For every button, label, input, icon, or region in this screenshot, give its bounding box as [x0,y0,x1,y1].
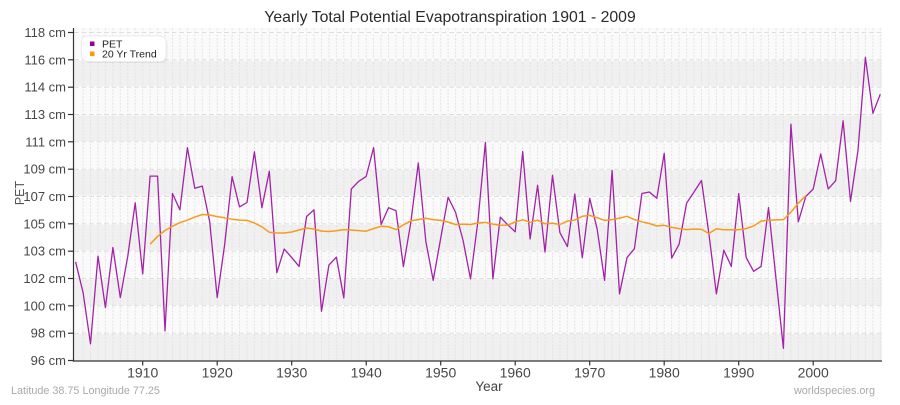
svg-text:98 cm: 98 cm [31,326,66,341]
svg-text:113 cm: 113 cm [24,107,66,122]
svg-text:PET: PET [102,39,123,51]
svg-text:Year: Year [475,379,503,394]
svg-text:105 cm: 105 cm [23,216,66,231]
svg-text:Latitude 38.75 Longitude 77.25: Latitude 38.75 Longitude 77.25 [11,385,160,397]
svg-text:111 cm: 111 cm [25,134,66,149]
svg-text:102 cm: 102 cm [23,271,66,286]
svg-text:worldspecies.org: worldspecies.org [793,385,875,397]
svg-text:1970: 1970 [574,365,605,381]
svg-text:PET: PET [13,180,27,205]
svg-text:1990: 1990 [723,365,754,381]
svg-text:1960: 1960 [500,365,531,381]
svg-text:118 cm: 118 cm [24,25,66,40]
svg-text:20 Yr Trend: 20 Yr Trend [102,49,157,61]
svg-text:116 cm: 116 cm [24,52,66,67]
svg-text:96 cm: 96 cm [31,353,66,368]
svg-text:1980: 1980 [649,365,680,381]
svg-text:1930: 1930 [276,365,307,381]
svg-text:1920: 1920 [202,365,233,381]
svg-text:103 cm: 103 cm [23,244,66,259]
svg-text:109 cm: 109 cm [23,162,66,177]
svg-text:Yearly Total Potential Evapotr: Yearly Total Potential Evapotranspiratio… [264,9,636,26]
svg-text:100 cm: 100 cm [23,298,66,313]
svg-text:2000: 2000 [798,365,829,381]
svg-text:1940: 1940 [351,365,382,381]
svg-text:1950: 1950 [425,365,456,381]
svg-text:1910: 1910 [127,365,158,381]
svg-text:107 cm: 107 cm [23,189,66,204]
svg-text:114 cm: 114 cm [24,80,66,95]
